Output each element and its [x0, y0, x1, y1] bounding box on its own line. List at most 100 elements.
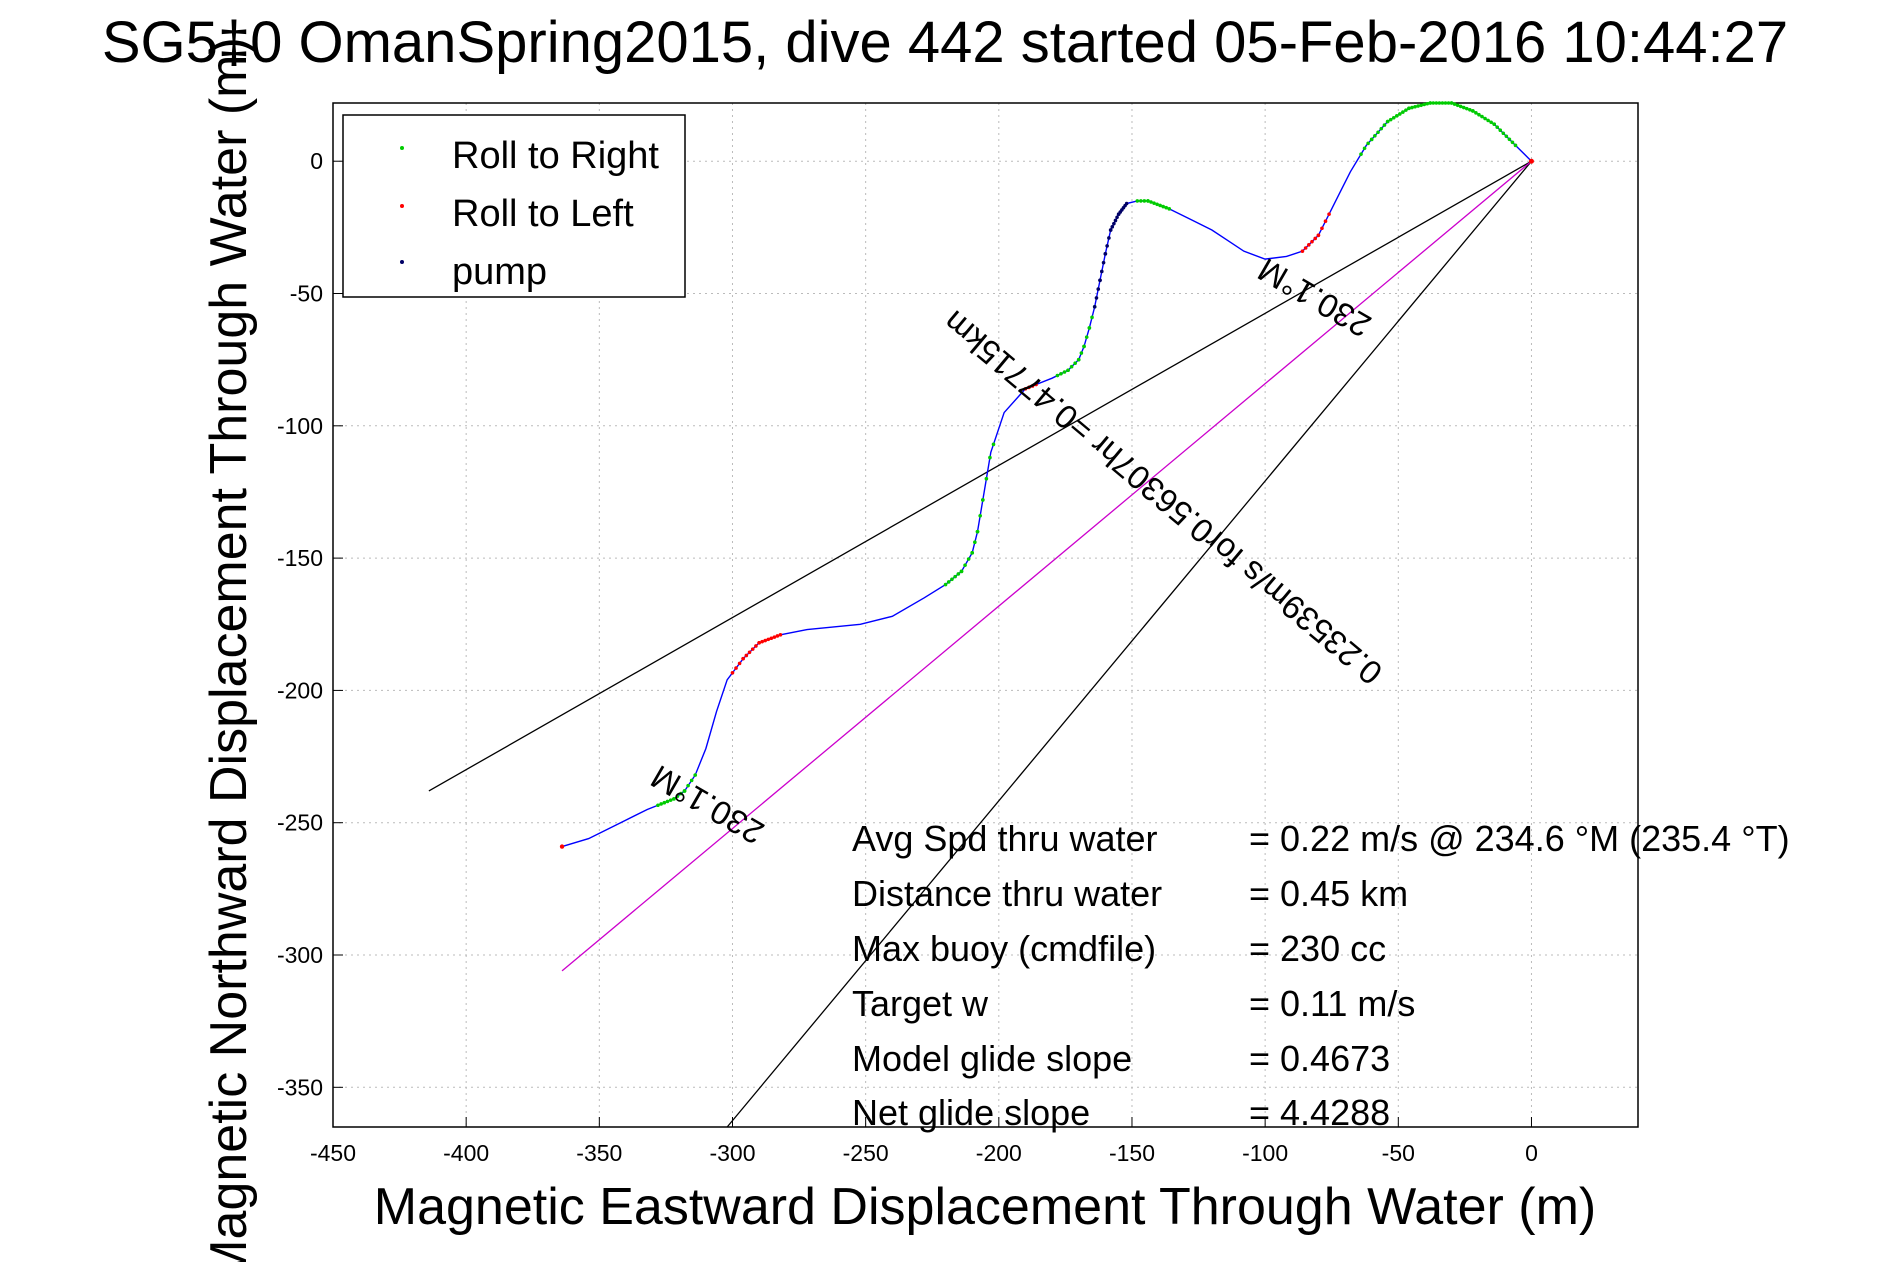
roll-right-marker — [1461, 105, 1466, 110]
roll-right-marker — [1480, 114, 1484, 119]
roll-right-marker — [1443, 101, 1448, 105]
roll-right-marker — [991, 442, 996, 447]
roll-left-marker — [741, 656, 745, 661]
roll-right-marker — [1385, 119, 1390, 124]
roll-left-marker — [757, 640, 761, 645]
roll-right-marker — [1434, 101, 1439, 105]
roll-right-marker — [1069, 364, 1074, 369]
pump-marker — [1092, 304, 1097, 309]
pump-marker — [1105, 244, 1109, 248]
speed-annotation: 0.23539m/s for0.56307hr =0.47715km — [936, 304, 1389, 693]
roll-left-marker — [754, 644, 758, 648]
pump-marker — [1112, 221, 1116, 226]
roll-right-marker — [1486, 118, 1490, 123]
roll-left-marker — [559, 844, 565, 849]
roll-right-marker — [1362, 146, 1367, 151]
roll-right-marker — [1062, 370, 1067, 374]
roll-right-marker — [950, 577, 954, 582]
y-tick-label: -200 — [277, 677, 323, 703]
roll-left-marker — [1316, 233, 1321, 238]
roll-left-marker — [763, 638, 768, 643]
roll-right-marker — [1431, 101, 1436, 105]
y-tick-label: -50 — [290, 281, 323, 307]
legend-roll-left-label: Roll to Left — [452, 193, 634, 235]
legend: Roll to Right Roll to Left pump — [342, 114, 686, 298]
roll-left-marker — [760, 639, 764, 644]
stat-value-avg-speed: = 0.22 m/s @ 234.6 °M (235.4 °T) — [1249, 818, 1790, 859]
roll-left-marker — [737, 661, 742, 666]
roll-left-marker — [1027, 385, 1031, 390]
roll-right-marker — [1513, 143, 1518, 148]
roll-right-marker — [1167, 207, 1172, 211]
roll-right-marker — [1489, 120, 1493, 125]
roll-left-marker — [1320, 226, 1324, 231]
roll-right-marker — [1464, 106, 1469, 111]
roll-right-marker — [656, 803, 660, 808]
roll-right-marker — [943, 582, 948, 587]
roll-right-marker — [966, 557, 971, 561]
roll-right-marker — [978, 513, 982, 518]
roll-left-marker — [744, 653, 749, 658]
x-tick-label: -400 — [443, 1140, 489, 1166]
roll-right-marker — [1382, 123, 1387, 127]
roll-right-marker — [1468, 108, 1472, 112]
pump-marker — [1115, 215, 1119, 220]
roll-right-marker — [1437, 101, 1442, 105]
roll-left-marker — [1323, 219, 1328, 223]
y-tick-label: -350 — [277, 1074, 323, 1100]
roll-and-pump-markers — [559, 101, 1534, 849]
stat-value-distance: = 0.45 km — [1249, 873, 1408, 914]
stat-label-avg-speed: Avg Spd thru water — [852, 818, 1158, 859]
roll-right-marker — [1146, 199, 1150, 203]
stats-block: Avg Spd thru water = 0.22 m/s @ 234.6 °M… — [852, 818, 1790, 1133]
x-tick-label: -100 — [1242, 1140, 1288, 1166]
roll-right-marker — [1066, 368, 1070, 373]
roll-right-marker — [682, 789, 687, 793]
roll-right-marker — [1504, 134, 1509, 139]
roll-right-marker — [668, 798, 673, 802]
roll-right-marker — [1446, 101, 1451, 105]
y-tick-label: -300 — [277, 942, 323, 968]
roll-right-marker — [675, 794, 680, 799]
y-tick-label: -250 — [277, 810, 323, 836]
stat-value-net-glide: = 4.4288 — [1249, 1092, 1390, 1133]
roll-left-marker — [1034, 382, 1038, 387]
pump-marker — [1116, 212, 1121, 216]
roll-right-marker — [1440, 101, 1445, 105]
x-tick-label: 0 — [1525, 1140, 1538, 1166]
roll-left-marker — [1303, 246, 1308, 250]
roll-right-marker — [1477, 112, 1481, 117]
pump-marker — [1101, 260, 1106, 265]
roll-right-marker — [1059, 371, 1063, 376]
roll-right-marker — [1510, 140, 1515, 145]
heading-annotation-lower: 230.1°M — [645, 758, 770, 852]
roll-right-marker — [1376, 130, 1380, 135]
x-tick-label: -450 — [310, 1140, 356, 1166]
roll-right-marker — [659, 802, 663, 806]
dive-start-marker — [1528, 158, 1534, 164]
heading-line-upper — [428, 160, 1532, 792]
roll-left-marker — [734, 666, 738, 670]
roll-right-marker — [689, 778, 694, 783]
roll-right-marker — [1425, 101, 1430, 106]
roll-right-marker — [1135, 199, 1140, 203]
x-tick-label: -350 — [576, 1140, 622, 1166]
roll-right-marker — [1401, 110, 1405, 114]
roll-right-marker — [963, 563, 967, 567]
roll-right-marker — [1373, 134, 1377, 138]
y-tick-label: -100 — [277, 413, 323, 439]
stat-value-max-buoy: = 230 cc — [1249, 928, 1386, 969]
x-axis-label: Magnetic Eastward Displacement Through W… — [374, 1178, 1596, 1236]
roll-left-marker — [1307, 243, 1311, 247]
roll-right-marker — [975, 529, 980, 534]
x-tick-label: -50 — [1382, 1140, 1415, 1166]
roll-right-marker — [1455, 103, 1460, 108]
roll-left-marker — [778, 633, 783, 637]
roll-right-marker — [1079, 351, 1084, 355]
roll-right-marker — [1492, 122, 1496, 126]
pump-marker — [1098, 278, 1102, 283]
plot-area-frame — [332, 102, 1639, 1128]
roll-right-marker — [662, 800, 667, 805]
legend-roll-left-marker — [400, 204, 404, 208]
